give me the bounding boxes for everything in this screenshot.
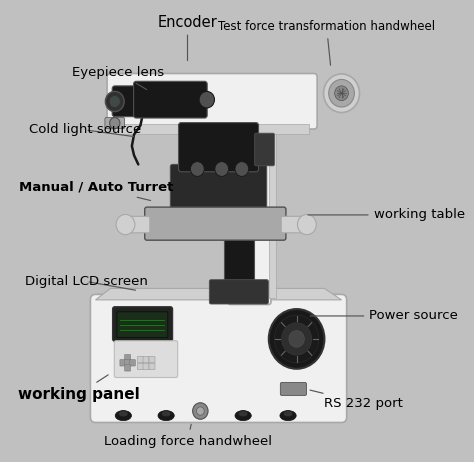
Circle shape (235, 162, 249, 176)
Text: working table: working table (308, 208, 465, 221)
FancyBboxPatch shape (149, 356, 155, 363)
FancyBboxPatch shape (117, 312, 168, 338)
Text: Manual / Auto Turret: Manual / Auto Turret (18, 181, 173, 201)
Text: Test force transformation handwheel: Test force transformation handwheel (218, 20, 435, 65)
FancyBboxPatch shape (145, 207, 286, 240)
FancyBboxPatch shape (125, 354, 131, 361)
Text: Eyepiece lens: Eyepiece lens (72, 66, 164, 90)
Circle shape (109, 96, 120, 108)
Ellipse shape (235, 411, 251, 421)
FancyBboxPatch shape (105, 117, 125, 128)
Bar (269, 89, 276, 298)
Text: RS 232 port: RS 232 port (310, 390, 403, 410)
Ellipse shape (158, 411, 174, 421)
Circle shape (105, 91, 124, 112)
FancyBboxPatch shape (125, 365, 131, 371)
FancyBboxPatch shape (210, 280, 268, 304)
Ellipse shape (283, 411, 293, 417)
Circle shape (289, 331, 304, 347)
Circle shape (116, 214, 135, 235)
FancyBboxPatch shape (107, 73, 317, 129)
FancyBboxPatch shape (228, 82, 271, 304)
Circle shape (298, 214, 316, 235)
Text: Power source: Power source (310, 310, 458, 322)
Circle shape (282, 323, 311, 355)
FancyBboxPatch shape (125, 359, 131, 366)
Circle shape (192, 403, 208, 419)
Bar (224, 238, 254, 302)
FancyBboxPatch shape (126, 216, 150, 233)
Circle shape (197, 407, 204, 415)
Ellipse shape (115, 411, 131, 421)
Ellipse shape (238, 411, 248, 417)
Text: working panel: working panel (18, 375, 139, 401)
FancyBboxPatch shape (112, 86, 145, 116)
FancyBboxPatch shape (137, 356, 144, 363)
Circle shape (215, 162, 228, 176)
Text: Digital LCD screen: Digital LCD screen (25, 275, 148, 290)
Circle shape (109, 117, 120, 128)
FancyBboxPatch shape (143, 356, 149, 363)
FancyBboxPatch shape (91, 294, 346, 422)
Ellipse shape (280, 411, 296, 421)
FancyBboxPatch shape (129, 359, 135, 366)
Circle shape (269, 309, 324, 369)
FancyBboxPatch shape (137, 363, 144, 370)
Text: Cold light source: Cold light source (29, 123, 141, 136)
FancyBboxPatch shape (255, 133, 274, 166)
Circle shape (335, 86, 348, 101)
FancyBboxPatch shape (179, 122, 258, 172)
FancyBboxPatch shape (143, 363, 149, 370)
Ellipse shape (118, 411, 128, 417)
Bar (115, 124, 310, 134)
FancyBboxPatch shape (120, 359, 126, 366)
Ellipse shape (162, 411, 171, 417)
Polygon shape (96, 288, 342, 300)
FancyBboxPatch shape (281, 216, 305, 233)
Text: Encoder: Encoder (158, 15, 218, 61)
FancyBboxPatch shape (149, 363, 155, 370)
Circle shape (324, 74, 359, 113)
FancyBboxPatch shape (134, 81, 207, 118)
FancyBboxPatch shape (113, 307, 173, 341)
Circle shape (328, 79, 355, 107)
FancyBboxPatch shape (114, 341, 178, 377)
FancyBboxPatch shape (280, 383, 307, 395)
FancyBboxPatch shape (170, 164, 267, 213)
Circle shape (191, 162, 204, 176)
Circle shape (274, 315, 319, 363)
Text: Loading force handwheel: Loading force handwheel (103, 424, 272, 448)
Circle shape (199, 91, 214, 108)
